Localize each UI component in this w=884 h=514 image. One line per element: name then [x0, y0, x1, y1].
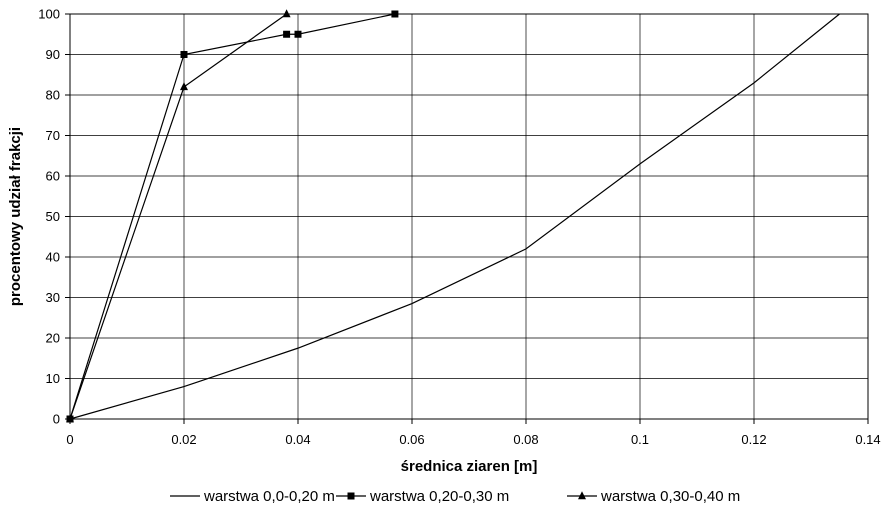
- y-tick-label: 60: [46, 169, 60, 184]
- y-axis-title: procentowy udział frakcji: [7, 127, 24, 306]
- series-line: [69, 13, 840, 420]
- y-tick-label: 100: [38, 7, 60, 22]
- y-tick-label: 70: [46, 128, 60, 143]
- y-tick-label: 40: [46, 250, 60, 265]
- marker-triangle: [282, 9, 291, 18]
- marker-square: [347, 492, 355, 500]
- series-3: [66, 9, 291, 423]
- tick-labels: 0 10 20 30 40 50 60 70 80 90 100 0 0.02 0.04 0.06 0.08 0…: [38, 7, 880, 448]
- x-axis-title: średnica ziaren [m]: [401, 458, 538, 475]
- x-tick-label: 0.06: [399, 432, 424, 447]
- marker-square: [283, 30, 291, 38]
- y-tick-label: 20: [46, 331, 60, 346]
- series-group: [66, 9, 840, 423]
- y-tick-label: 80: [46, 88, 60, 103]
- y-tick-label: 30: [46, 290, 60, 305]
- marker-triangle: [66, 414, 74, 423]
- y-tick-label: 50: [46, 209, 60, 224]
- x-tick-label: 0.04: [285, 432, 310, 447]
- x-tick-label: 0.14: [855, 432, 880, 447]
- legend-item: warstwa 0,20-0,30 m: [336, 488, 509, 505]
- x-tick-label: 0.1: [631, 432, 649, 447]
- marker-square: [294, 30, 302, 38]
- series-1: [69, 13, 840, 420]
- legend-item: warstwa 0,0-0,20 m: [170, 488, 335, 505]
- legend-label: warstwa 0,0-0,20 m: [203, 488, 335, 505]
- x-tick-label: 0.02: [171, 432, 196, 447]
- marker-square: [391, 10, 399, 18]
- y-tick-label: 90: [46, 47, 60, 62]
- legend-label: warstwa 0,30-0,40 m: [600, 488, 740, 505]
- grid: [69, 13, 869, 420]
- legend-label: warstwa 0,20-0,30 m: [369, 488, 509, 505]
- x-tick-label: 0: [66, 432, 73, 447]
- x-tick-label: 0.08: [513, 432, 538, 447]
- legend-item: warstwa 0,30-0,40 m: [567, 488, 740, 505]
- legend: warstwa 0,0-0,20 m warstwa 0,20-0,30 m war…: [170, 488, 740, 505]
- marker-triangle: [578, 491, 586, 500]
- marker-triangle: [180, 82, 188, 91]
- axes: [65, 13, 869, 424]
- marker-square: [180, 51, 188, 58]
- y-tick-label: 10: [46, 371, 60, 386]
- x-tick-label: 0.12: [741, 432, 766, 447]
- y-tick-label: 0: [53, 412, 60, 427]
